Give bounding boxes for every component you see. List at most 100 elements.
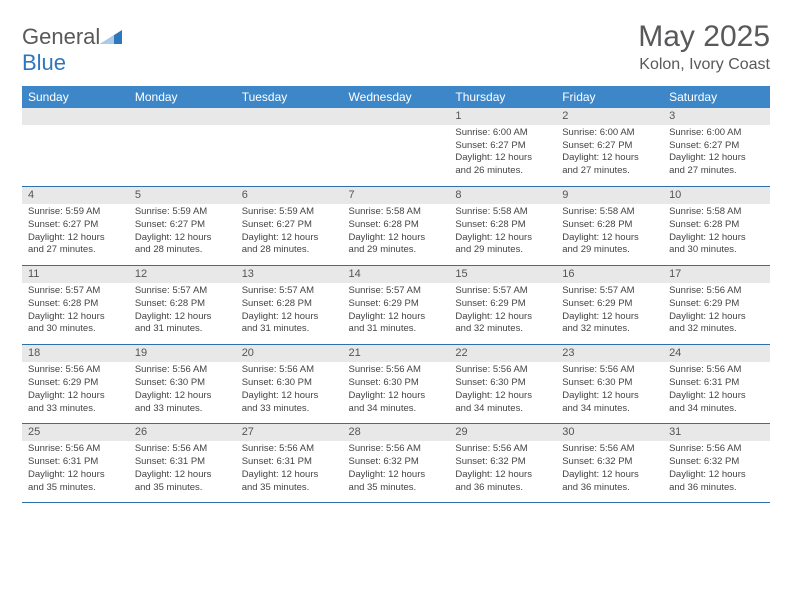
day-number-cell: 24: [663, 345, 770, 362]
day-info-cell: Sunrise: 5:57 AMSunset: 6:28 PMDaylight:…: [129, 283, 236, 345]
daylight-line: Daylight: 12 hours and 28 minutes.: [242, 232, 337, 258]
weekday-header: Thursday: [449, 86, 556, 108]
sunset-line: Sunset: 6:28 PM: [242, 298, 337, 311]
day-info-cell: Sunrise: 5:56 AMSunset: 6:31 PMDaylight:…: [22, 441, 129, 503]
daylight-line: Daylight: 12 hours and 29 minutes.: [562, 232, 657, 258]
sunset-line: Sunset: 6:32 PM: [349, 456, 444, 469]
sunrise-line: Sunrise: 5:56 AM: [28, 364, 123, 377]
daylight-line: Daylight: 12 hours and 32 minutes.: [455, 311, 550, 337]
sunrise-line: Sunrise: 5:56 AM: [562, 364, 657, 377]
day-info-cell: [129, 125, 236, 187]
daylight-line: Daylight: 12 hours and 33 minutes.: [135, 390, 230, 416]
sunset-line: Sunset: 6:31 PM: [669, 377, 764, 390]
day-number-cell: 1: [449, 108, 556, 125]
sunset-line: Sunset: 6:30 PM: [242, 377, 337, 390]
daylight-line: Daylight: 12 hours and 29 minutes.: [349, 232, 444, 258]
day-info-cell: Sunrise: 5:56 AMSunset: 6:30 PMDaylight:…: [129, 362, 236, 424]
day-number-cell: [343, 108, 450, 125]
day-info-cell: [236, 125, 343, 187]
sunrise-line: Sunrise: 6:00 AM: [455, 127, 550, 140]
daylight-line: Daylight: 12 hours and 29 minutes.: [455, 232, 550, 258]
day-number-row: 123: [22, 108, 770, 125]
daylight-line: Daylight: 12 hours and 33 minutes.: [28, 390, 123, 416]
day-number-cell: 21: [343, 345, 450, 362]
sunrise-line: Sunrise: 5:59 AM: [242, 206, 337, 219]
day-info-cell: Sunrise: 5:58 AMSunset: 6:28 PMDaylight:…: [663, 204, 770, 266]
daylight-line: Daylight: 12 hours and 34 minutes.: [455, 390, 550, 416]
sunset-line: Sunset: 6:27 PM: [562, 140, 657, 153]
sunrise-line: Sunrise: 5:56 AM: [242, 443, 337, 456]
sunrise-line: Sunrise: 5:56 AM: [455, 364, 550, 377]
day-info-row: Sunrise: 5:57 AMSunset: 6:28 PMDaylight:…: [22, 283, 770, 345]
sunrise-line: Sunrise: 5:57 AM: [135, 285, 230, 298]
sunset-line: Sunset: 6:29 PM: [28, 377, 123, 390]
daylight-line: Daylight: 12 hours and 35 minutes.: [242, 469, 337, 495]
day-info-cell: Sunrise: 5:56 AMSunset: 6:29 PMDaylight:…: [22, 362, 129, 424]
sunset-line: Sunset: 6:30 PM: [455, 377, 550, 390]
sunrise-line: Sunrise: 5:56 AM: [669, 364, 764, 377]
day-number-cell: [22, 108, 129, 125]
day-info-cell: Sunrise: 5:57 AMSunset: 6:29 PMDaylight:…: [343, 283, 450, 345]
daylight-line: Daylight: 12 hours and 35 minutes.: [135, 469, 230, 495]
sunrise-line: Sunrise: 5:58 AM: [562, 206, 657, 219]
daylight-line: Daylight: 12 hours and 30 minutes.: [669, 232, 764, 258]
day-info-cell: Sunrise: 5:56 AMSunset: 6:30 PMDaylight:…: [236, 362, 343, 424]
day-info-cell: Sunrise: 5:59 AMSunset: 6:27 PMDaylight:…: [236, 204, 343, 266]
sunrise-line: Sunrise: 5:57 AM: [455, 285, 550, 298]
day-number-row: 45678910: [22, 187, 770, 204]
sunset-line: Sunset: 6:32 PM: [669, 456, 764, 469]
day-info-cell: Sunrise: 5:59 AMSunset: 6:27 PMDaylight:…: [22, 204, 129, 266]
sunrise-line: Sunrise: 5:57 AM: [242, 285, 337, 298]
sunrise-line: Sunrise: 5:59 AM: [135, 206, 230, 219]
logo-text-general: General: [22, 24, 100, 49]
sunrise-line: Sunrise: 5:56 AM: [242, 364, 337, 377]
sunset-line: Sunset: 6:28 PM: [135, 298, 230, 311]
daylight-line: Daylight: 12 hours and 34 minutes.: [349, 390, 444, 416]
day-number-cell: 10: [663, 187, 770, 204]
day-number-cell: 25: [22, 424, 129, 441]
day-number-cell: 27: [236, 424, 343, 441]
sunrise-line: Sunrise: 5:56 AM: [349, 443, 444, 456]
sunrise-line: Sunrise: 5:57 AM: [349, 285, 444, 298]
day-number-cell: [129, 108, 236, 125]
day-number-cell: 18: [22, 345, 129, 362]
day-info-cell: Sunrise: 5:56 AMSunset: 6:31 PMDaylight:…: [236, 441, 343, 503]
day-number-cell: 16: [556, 266, 663, 283]
daylight-line: Daylight: 12 hours and 31 minutes.: [349, 311, 444, 337]
sunrise-line: Sunrise: 5:57 AM: [28, 285, 123, 298]
day-info-cell: Sunrise: 5:57 AMSunset: 6:28 PMDaylight:…: [236, 283, 343, 345]
sunset-line: Sunset: 6:29 PM: [455, 298, 550, 311]
day-info-row: Sunrise: 5:56 AMSunset: 6:31 PMDaylight:…: [22, 441, 770, 503]
weekday-header: Sunday: [22, 86, 129, 108]
weekday-header: Tuesday: [236, 86, 343, 108]
logo-triangle-icon: [100, 24, 122, 50]
sunrise-line: Sunrise: 5:56 AM: [669, 443, 764, 456]
day-number-cell: 28: [343, 424, 450, 441]
sunset-line: Sunset: 6:28 PM: [28, 298, 123, 311]
day-number-cell: 29: [449, 424, 556, 441]
day-info-row: Sunrise: 5:59 AMSunset: 6:27 PMDaylight:…: [22, 204, 770, 266]
sunset-line: Sunset: 6:31 PM: [242, 456, 337, 469]
day-number-cell: 3: [663, 108, 770, 125]
day-number-cell: 22: [449, 345, 556, 362]
sunset-line: Sunset: 6:30 PM: [562, 377, 657, 390]
daylight-line: Daylight: 12 hours and 34 minutes.: [669, 390, 764, 416]
sunrise-line: Sunrise: 5:56 AM: [455, 443, 550, 456]
day-number-cell: 2: [556, 108, 663, 125]
day-number-row: 25262728293031: [22, 424, 770, 441]
sunset-line: Sunset: 6:27 PM: [669, 140, 764, 153]
daylight-line: Daylight: 12 hours and 34 minutes.: [562, 390, 657, 416]
day-info-row: Sunrise: 6:00 AMSunset: 6:27 PMDaylight:…: [22, 125, 770, 187]
sunset-line: Sunset: 6:27 PM: [455, 140, 550, 153]
daylight-line: Daylight: 12 hours and 28 minutes.: [135, 232, 230, 258]
sunrise-line: Sunrise: 5:56 AM: [135, 443, 230, 456]
sunset-line: Sunset: 6:32 PM: [455, 456, 550, 469]
sunrise-line: Sunrise: 5:58 AM: [349, 206, 444, 219]
sunrise-line: Sunrise: 5:56 AM: [562, 443, 657, 456]
daylight-line: Daylight: 12 hours and 32 minutes.: [669, 311, 764, 337]
day-info-cell: Sunrise: 5:56 AMSunset: 6:32 PMDaylight:…: [663, 441, 770, 503]
day-info-cell: Sunrise: 6:00 AMSunset: 6:27 PMDaylight:…: [449, 125, 556, 187]
day-info-cell: Sunrise: 5:56 AMSunset: 6:30 PMDaylight:…: [449, 362, 556, 424]
sunset-line: Sunset: 6:27 PM: [135, 219, 230, 232]
daylight-line: Daylight: 12 hours and 32 minutes.: [562, 311, 657, 337]
